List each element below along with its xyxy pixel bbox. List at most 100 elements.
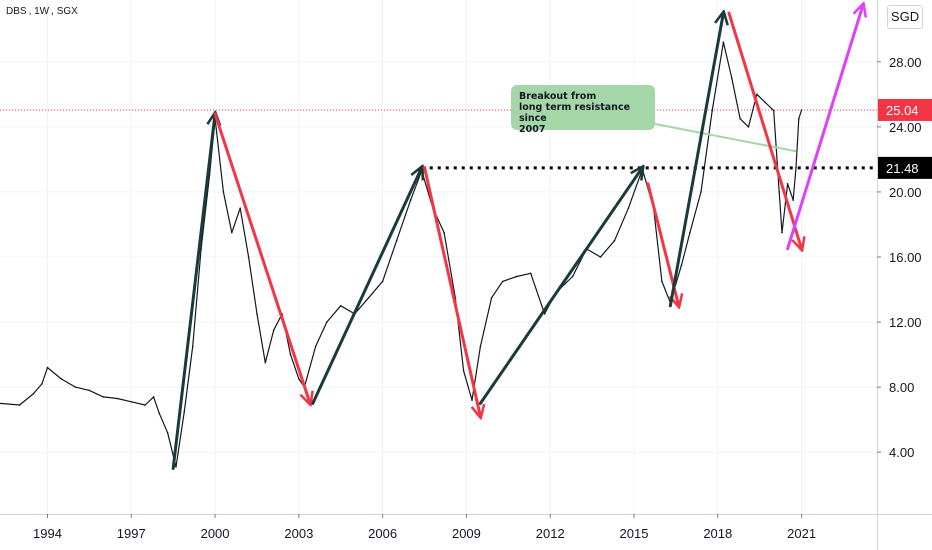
- price-point: [627, 207, 630, 210]
- price-point: [175, 466, 177, 468]
- price-point: [116, 397, 119, 400]
- price-point: [792, 199, 795, 201]
- price-point: [756, 93, 758, 96]
- price-point: [222, 191, 225, 193]
- price-point: [747, 126, 750, 128]
- price-point: [730, 77, 733, 79]
- grid: [0, 0, 877, 514]
- last-price-label: 25.04: [886, 103, 919, 118]
- price-point: [599, 256, 602, 258]
- y-tick-label: 4.00: [889, 445, 914, 460]
- x-tick-label: 1994: [33, 526, 62, 541]
- price-point: [60, 378, 63, 380]
- symbol-name: DBS: [6, 6, 27, 17]
- x-tick-label: 2006: [368, 526, 397, 541]
- price-point: [613, 239, 616, 242]
- price-point: [529, 272, 532, 275]
- price-point: [543, 313, 546, 315]
- price-point: [501, 280, 504, 283]
- price-point: [700, 191, 702, 193]
- x-tick-label: 1997: [117, 526, 146, 541]
- price-point: [166, 431, 169, 434]
- trend-arrow: [727, 11, 802, 249]
- x-tick-label: 2021: [787, 526, 816, 541]
- price-point: [661, 280, 663, 283]
- y-tick-label: 16.00: [889, 250, 922, 265]
- trend-arrow: [213, 112, 310, 404]
- trend-arrow: [171, 114, 215, 470]
- price-point: [515, 275, 518, 278]
- annotation-callout: Breakout from long term resistance since…: [511, 85, 655, 135]
- price-point: [443, 231, 445, 234]
- price-point: [231, 231, 233, 234]
- resistance-price-label: 21.48: [886, 161, 919, 176]
- y-tick-label: 28.00: [889, 55, 922, 70]
- price-point: [571, 275, 574, 278]
- price-point: [272, 329, 275, 331]
- y-tick-label: 20.00: [889, 185, 922, 200]
- price-point: [256, 313, 258, 315]
- price-point: [152, 396, 155, 398]
- price-series-line: [0, 41, 803, 468]
- trend-arrow: [786, 5, 863, 251]
- price-point: [381, 280, 384, 283]
- price-point: [0, 402, 1, 405]
- resistance-price-label-bg: [878, 156, 932, 179]
- price-point: [200, 248, 202, 250]
- price-point: [797, 117, 800, 120]
- price-point: [183, 410, 186, 413]
- annotation-pointer: [654, 123, 797, 153]
- price-point: [41, 383, 43, 385]
- price-point: [32, 392, 35, 395]
- price-point: [367, 296, 370, 299]
- price-point: [74, 386, 77, 388]
- exchange-label: SGX: [56, 6, 78, 17]
- x-tick-label: 2012: [536, 526, 565, 541]
- price-point: [339, 304, 342, 307]
- price-point: [471, 399, 473, 401]
- y-tick-label: 8.00: [889, 380, 914, 395]
- price-point: [479, 345, 482, 348]
- interval-label: 1W: [34, 6, 50, 17]
- price-point: [289, 353, 292, 356]
- price-point: [795, 166, 797, 169]
- price-point: [772, 109, 775, 112]
- price-point: [409, 199, 412, 201]
- price-point: [722, 41, 725, 44]
- price-point: [395, 239, 398, 242]
- price-point: [88, 389, 91, 392]
- trend-arrow: [423, 166, 481, 417]
- price-point: [158, 412, 161, 414]
- price-point: [102, 396, 105, 398]
- price-point: [130, 400, 133, 403]
- price-point: [739, 117, 741, 120]
- price-point: [191, 345, 194, 348]
- trend-arrow: [478, 168, 642, 405]
- price-point: [786, 183, 789, 185]
- trend-arrow: [668, 13, 723, 308]
- price-point: [239, 207, 241, 210]
- y-tick-label: 24.00: [889, 120, 922, 135]
- last-price-label-bg: [878, 98, 932, 121]
- price-point: [781, 231, 783, 234]
- price-point: [764, 101, 767, 104]
- price-point: [18, 404, 21, 406]
- price-point: [298, 378, 300, 380]
- x-tick-label: 2009: [452, 526, 481, 541]
- trend-arrow: [311, 168, 422, 405]
- price-point: [490, 296, 493, 299]
- price-point: [462, 370, 465, 372]
- price-point: [689, 231, 691, 234]
- price-point: [46, 366, 49, 369]
- x-tick-label: 2018: [703, 526, 732, 541]
- price-point: [144, 404, 147, 406]
- price-point: [800, 109, 803, 111]
- price-point: [778, 191, 781, 193]
- x-tick-label: 2000: [201, 526, 230, 541]
- price-point: [711, 109, 714, 112]
- price-point: [314, 345, 317, 348]
- currency-button[interactable]: SGD: [887, 5, 923, 29]
- y-tick-label: 12.00: [889, 315, 922, 330]
- x-tick-label: 2003: [284, 526, 313, 541]
